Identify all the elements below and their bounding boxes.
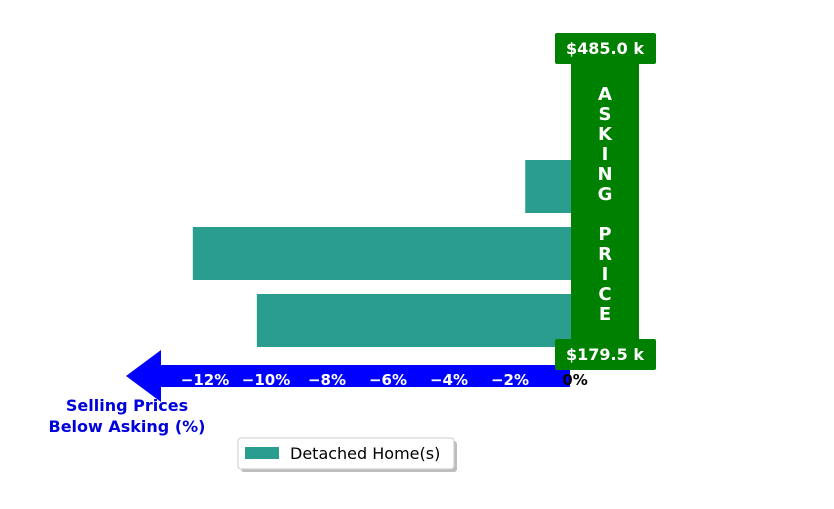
legend-swatch [245,447,279,459]
tick-label-5: −2% [491,371,529,389]
bars-layer [192,94,608,347]
bar-1 [525,160,571,213]
asking-bottom-box [555,339,656,370]
tick-label-3: −6% [369,371,407,389]
axis-arrow [126,350,570,402]
x-axis-label-line-0: Selling Prices [66,396,188,415]
legend-layer: Detached Home(s) [237,437,457,472]
tick-label-0: −12% [181,371,229,389]
legend-box [237,437,455,470]
tick-label-1: −10% [242,371,290,389]
tick-label-4: −4% [430,371,468,389]
bar-2 [192,227,572,280]
tick-label-2: −8% [308,371,346,389]
asking-bottom-price: $179.5 k [566,345,644,364]
asking-top-price: $485.0 k [566,39,644,58]
tick-label-6: 0% [562,371,587,389]
x-axis-label-line-1: Below Asking (%) [49,417,206,436]
legend-label: Detached Home(s) [290,444,440,463]
bar-3 [256,294,571,347]
asking-price-column [571,62,639,344]
axis-layer: −12% −10% −8% −6% −4% −2% 0% Selling Prices Belo… [49,350,588,436]
asking-top-box [555,33,656,64]
